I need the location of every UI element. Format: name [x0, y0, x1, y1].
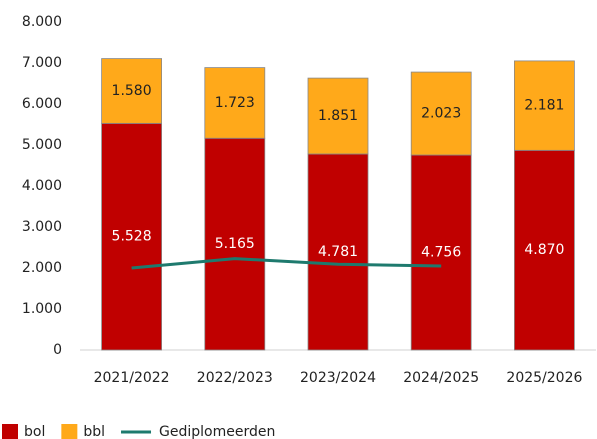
y-tick-label: 2.000 — [22, 260, 62, 276]
data-label: 2.023 — [421, 106, 461, 122]
legend-label: Gediplomeerden — [159, 424, 275, 439]
x-tick-label: 2024/2025 — [403, 370, 479, 386]
legend-swatch — [61, 424, 78, 439]
bar-segment — [307, 153, 369, 351]
y-tick-label: 0 — [53, 342, 62, 358]
y-tick-label: 3.000 — [22, 219, 62, 235]
y-tick-label: 1.000 — [22, 301, 62, 317]
data-label: 2.181 — [524, 98, 564, 114]
bar-segment — [101, 58, 162, 124]
bar-segment — [204, 67, 266, 139]
data-label: 5.165 — [215, 236, 255, 252]
data-label: 1.851 — [318, 108, 358, 124]
legend-swatch — [2, 424, 18, 439]
line-series — [131, 257, 442, 270]
data-label: 4.870 — [524, 242, 564, 258]
bar-segment — [101, 122, 162, 351]
bar-segment — [410, 71, 472, 156]
data-label: 1.723 — [215, 95, 255, 111]
x-tick-label: 2025/2026 — [506, 370, 582, 386]
bar-segment — [514, 149, 575, 351]
legend-label: bol — [24, 424, 45, 439]
x-tick-label: 2022/2023 — [197, 370, 273, 386]
legend-label: bbl — [83, 424, 105, 439]
y-tick-label: 8.000 — [22, 14, 62, 30]
y-tick-label: 6.000 — [22, 96, 62, 112]
x-tick-label: 2021/2022 — [94, 370, 170, 386]
bar-segment — [410, 154, 472, 351]
y-tick-label: 4.000 — [22, 178, 62, 194]
data-label: 1.580 — [112, 83, 152, 99]
bar-segment — [514, 60, 575, 151]
data-label: 5.528 — [112, 229, 152, 245]
y-tick-label: 7.000 — [22, 55, 62, 71]
data-label: 4.781 — [318, 244, 358, 260]
y-tick-label: 5.000 — [22, 137, 62, 153]
bar-segment — [307, 77, 369, 155]
data-label: 4.756 — [421, 245, 461, 261]
x-tick-label: 2023/2024 — [300, 370, 376, 386]
bar-segment — [204, 137, 266, 351]
